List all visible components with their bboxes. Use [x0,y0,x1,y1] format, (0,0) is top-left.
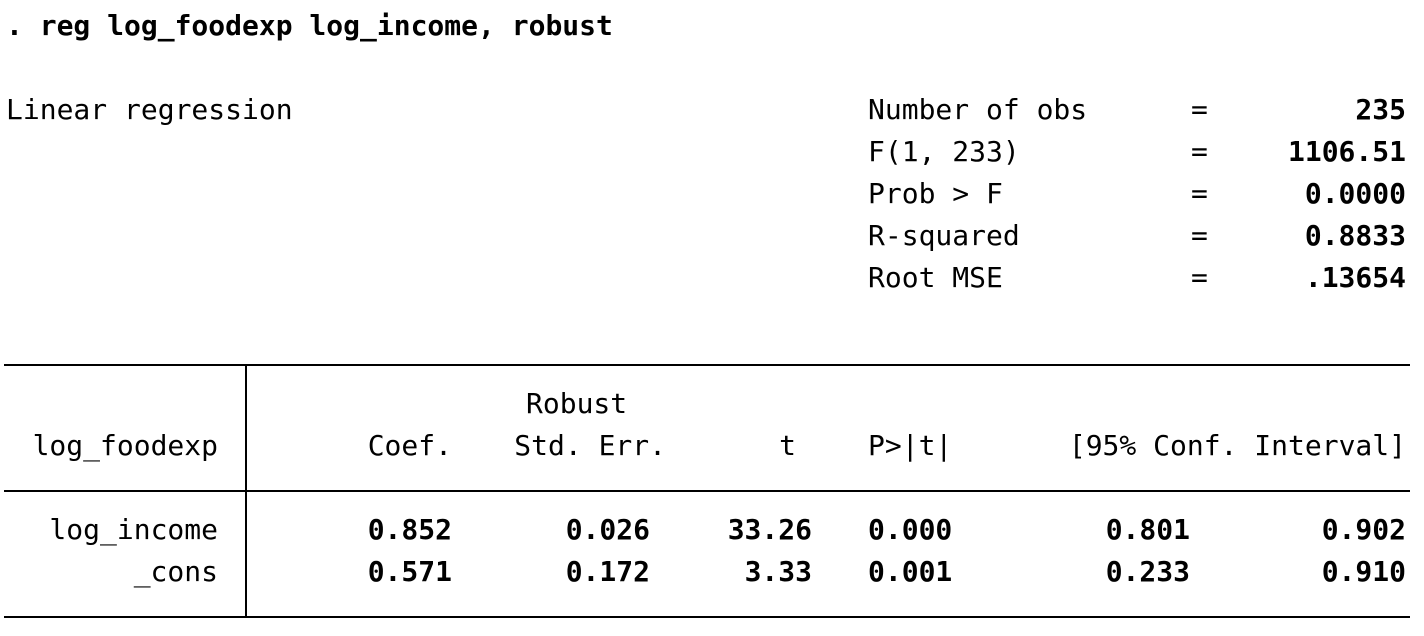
stat-equals: = [1191,219,1208,252]
cell-t: 3.33 [744,555,812,588]
header-p-value: P>|t| [868,429,953,462]
cell-ci-high: 0.910 [1321,555,1406,588]
stat-value: 0.0000 [1304,177,1406,210]
stat-label: Number of obs [868,93,1088,126]
cell-p-value: 0.000 [868,513,953,546]
command-line: . reg log_foodexp log_income, robust [6,9,613,42]
cell-p-value: 0.001 [868,555,953,588]
stat-equals: = [1191,135,1208,168]
table-header-rule [4,490,1410,492]
cell-std-err: 0.172 [565,555,650,588]
stat-equals: = [1191,93,1208,126]
cell-ci-low: 0.233 [1105,555,1190,588]
cell-coef: 0.852 [367,513,452,546]
table-top-rule [4,364,1410,366]
header-std-err: Std. Err. [514,429,666,462]
cell-ci-high: 0.902 [1321,513,1406,546]
stat-equals: = [1191,177,1208,210]
model-title: Linear regression [6,93,293,126]
stat-value: 235 [1355,93,1406,126]
stat-equals: = [1191,261,1208,294]
stat-value: 0.8833 [1304,219,1406,252]
stat-value: .13654 [1304,261,1406,294]
stat-value: 1106.51 [1287,135,1406,168]
header-t: t [779,429,796,462]
cell-coef: 0.571 [367,555,452,588]
header-depvar: log_foodexp [32,429,218,462]
row-variable: log_income [49,513,218,546]
header-conf-interval: [95% Conf. Interval] [1068,429,1406,462]
stat-label: R-squared [868,219,1020,252]
row-variable: _cons [133,555,218,588]
stat-label: Root MSE [868,261,1003,294]
stat-label: F(1, 233) [868,135,1020,168]
table-column-divider [245,364,247,618]
cell-t: 33.26 [727,513,812,546]
header-robust: Robust [526,387,628,420]
cell-ci-low: 0.801 [1105,513,1190,546]
stat-label: Prob > F [868,177,1003,210]
cell-std-err: 0.026 [565,513,650,546]
header-coef: Coef. [367,429,452,462]
table-bottom-rule [4,616,1410,618]
